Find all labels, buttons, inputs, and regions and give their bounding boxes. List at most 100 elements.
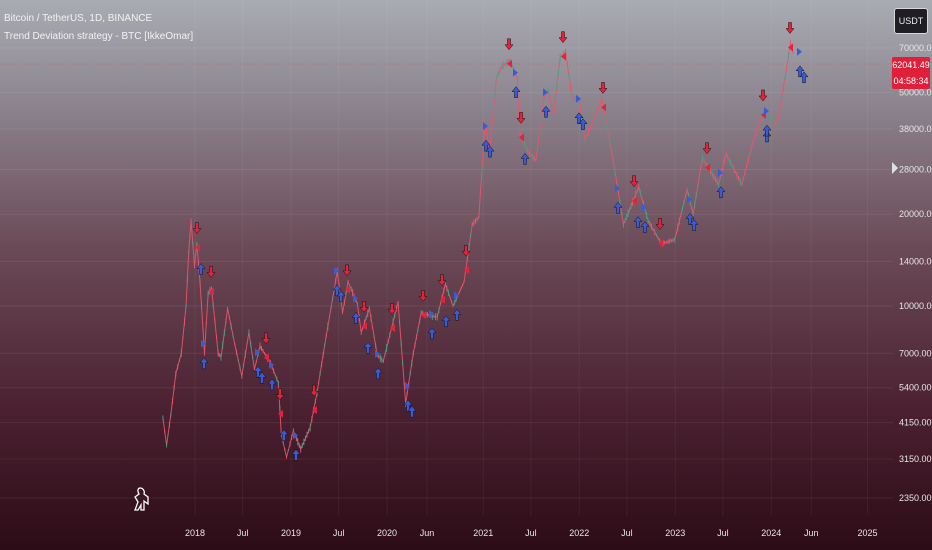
buy-arrow-icon — [291, 448, 301, 461]
long-exit-icon — [334, 266, 339, 275]
sell-arrow-icon — [309, 384, 319, 397]
buy-arrow-icon — [441, 315, 451, 328]
buy-arrow-icon — [689, 219, 699, 231]
y-axis[interactable]: 70000.00 50000.00 38000.00 28000.00 20000.00… — [899, 43, 932, 503]
buy-arrow-icon — [196, 263, 206, 275]
x-tick-label: 2018 — [185, 528, 205, 538]
grid-lines — [0, 63, 893, 65]
buy-arrow-icon — [762, 130, 772, 143]
short-exit-icon — [632, 196, 637, 205]
current-price-label: 62041.49 04:58:34 — [892, 57, 930, 89]
y-tick-label: 5400.00 — [899, 383, 932, 393]
y-tick-label: 2350.00 — [899, 493, 932, 503]
long-exit-icon — [797, 47, 802, 56]
buy-arrow-icon — [336, 290, 346, 303]
long-exit-icon — [269, 360, 274, 369]
buy-arrow-icon — [257, 371, 267, 384]
sell-arrow-icon — [758, 89, 768, 102]
buy-arrow-icon — [407, 405, 417, 418]
y-tick-label: 4150.00 — [899, 418, 932, 428]
sell-arrow-icon — [261, 332, 271, 345]
short-exit-icon — [519, 133, 524, 142]
x-tick-label: 2022 — [569, 528, 589, 538]
buy-arrow-icon — [633, 216, 643, 228]
buy-arrow-icon — [578, 118, 588, 130]
buy-arrow-icon — [427, 327, 437, 340]
x-tick-label: Jul — [525, 528, 537, 538]
long-exit-icon — [718, 168, 723, 177]
y-tick-label: 50000.00 — [899, 88, 932, 98]
buy-arrow-icon — [541, 105, 551, 118]
sell-arrow-icon — [387, 303, 397, 315]
long-exit-icon — [353, 294, 358, 303]
short-exit-icon — [440, 295, 445, 304]
y-tick-label: 70000.00 — [899, 43, 932, 53]
tradingview-logo-icon — [134, 487, 149, 511]
sell-arrow-icon — [504, 38, 514, 51]
y-tick-label: 28000.00 — [899, 164, 932, 174]
buy-arrow-icon — [363, 341, 373, 354]
sell-arrow-icon — [702, 142, 712, 155]
short-exit-icon — [507, 59, 512, 68]
sell-arrow-icon — [359, 301, 369, 313]
y-tick-label: 38000.00 — [899, 124, 932, 134]
sell-arrow-icon — [629, 175, 639, 188]
long-exit-icon — [615, 184, 620, 193]
buy-arrow-icon — [640, 221, 650, 233]
y-tick-label: 14000.00 — [899, 256, 932, 266]
long-exit-icon — [642, 203, 647, 212]
long-exit-icon — [405, 382, 410, 391]
bar-countdown: 04:58:34 — [893, 76, 929, 86]
short-exit-icon — [195, 243, 200, 252]
sell-arrow-icon — [192, 222, 202, 235]
x-tick-label: 2025 — [858, 528, 878, 538]
y-tick-label: 10000.00 — [899, 301, 932, 311]
x-tick-label: Jul — [333, 528, 345, 538]
buy-arrow-icon — [762, 124, 772, 137]
long-exit-icon — [293, 431, 298, 440]
buy-arrow-icon — [267, 378, 277, 391]
x-tick-label: Jul — [621, 528, 633, 538]
sell-arrow-icon — [598, 82, 608, 94]
short-exit-icon — [278, 409, 283, 418]
sell-arrow-icon — [342, 264, 352, 277]
signal-markers — [192, 22, 809, 461]
sell-arrow-icon — [516, 112, 526, 124]
price-line — [162, 42, 794, 458]
sell-arrow-icon — [655, 218, 665, 230]
short-exit-icon — [264, 353, 269, 362]
x-tick-label: 2023 — [665, 528, 685, 538]
x-tick-label: Jun — [420, 528, 435, 538]
current-price-value: 62041.49 — [892, 60, 930, 70]
short-exit-icon — [658, 239, 663, 248]
y-tick-label: 7000.00 — [899, 348, 932, 358]
long-exit-icon — [429, 309, 434, 318]
scale-handle-icon[interactable] — [892, 162, 898, 174]
short-exit-icon — [345, 285, 350, 294]
x-tick-label: Jul — [717, 528, 729, 538]
long-exit-icon — [375, 349, 380, 358]
long-exit-icon — [255, 348, 260, 357]
short-exit-icon — [312, 406, 317, 415]
short-exit-icon — [601, 103, 606, 112]
long-exit-icon — [483, 122, 488, 131]
currency-button[interactable]: USDT — [894, 8, 928, 34]
x-tick-label: 2021 — [473, 528, 493, 538]
buy-arrow-icon — [716, 186, 726, 199]
sell-arrow-icon — [275, 388, 285, 401]
strategy-legend[interactable]: Trend Deviation strategy - BTC [IkkeOmar… — [4, 31, 194, 42]
short-exit-icon — [209, 287, 214, 296]
sell-arrow-icon — [461, 244, 471, 257]
buy-arrow-icon — [799, 71, 809, 84]
buy-arrow-icon — [199, 357, 209, 370]
x-tick-label: Jul — [237, 528, 249, 538]
x-axis[interactable]: 2018 Jul 2019 Jul 2020 Jun 2021 Jul 2022 Jul 2023 J… — [185, 528, 878, 538]
buy-arrow-icon — [279, 429, 289, 441]
long-exit-icon — [543, 88, 548, 97]
buy-arrow-icon — [520, 152, 530, 165]
short-exit-icon — [464, 266, 469, 275]
long-exit-icon — [687, 195, 692, 204]
x-tick-label: 2024 — [761, 528, 781, 538]
price-series — [162, 39, 794, 459]
